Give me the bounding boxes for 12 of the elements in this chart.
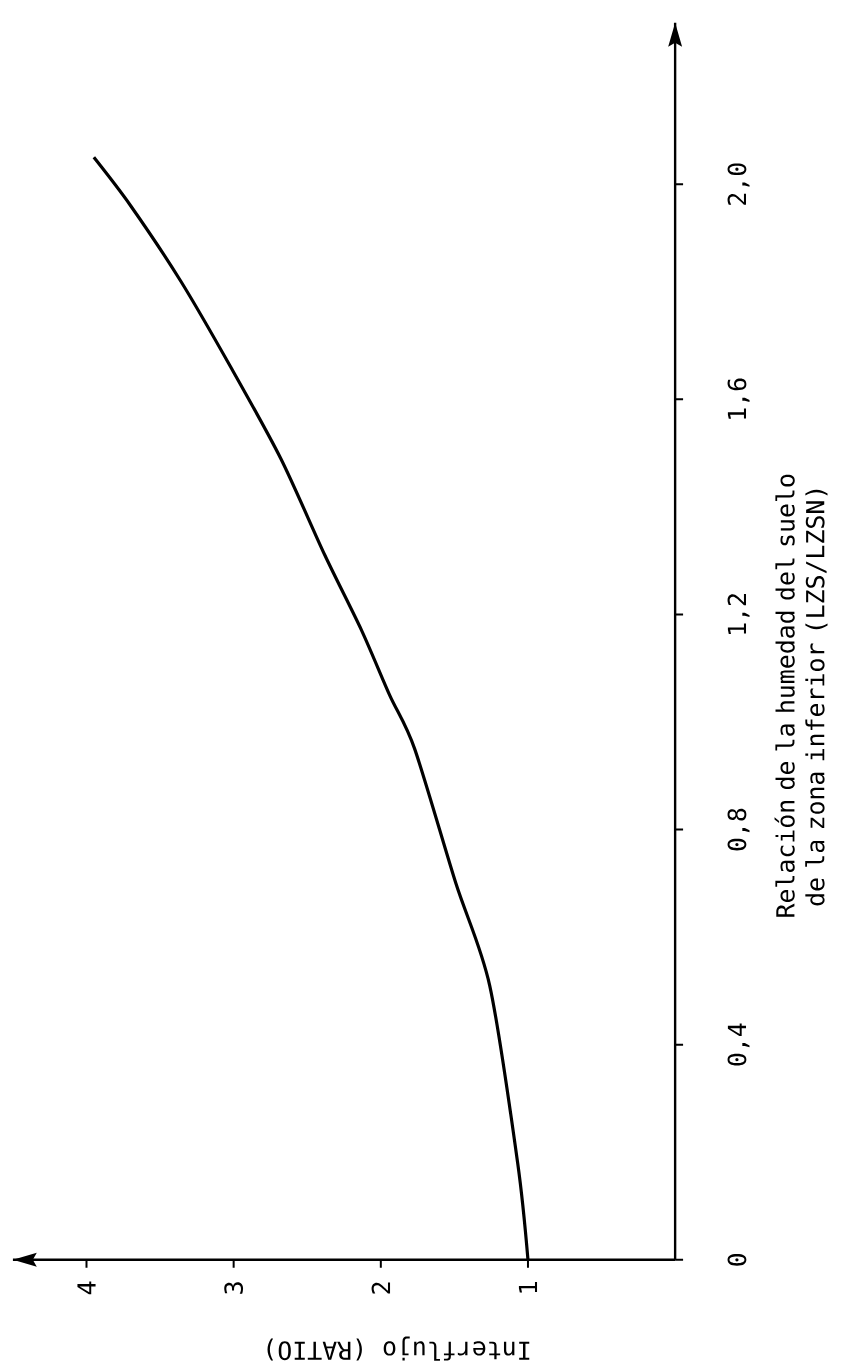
x-tick-label: 1 <box>518 1282 537 1293</box>
y-tick-label: 2,0 <box>727 163 750 205</box>
x-tick-label: 4 <box>77 1281 96 1295</box>
y-axis-title: Relación de la humedad del suelo de la zona inferior (LZS/LZSN) <box>774 474 828 917</box>
y-tick-label: 0,8 <box>727 808 750 851</box>
x-tick-label: 3 <box>224 1282 243 1294</box>
y-tick-label: 1,6 <box>727 378 750 419</box>
x-tick-label: 2 <box>371 1282 390 1294</box>
y-tick-label: 1,2 <box>727 594 750 634</box>
y-tick-label: 0 <box>727 1253 747 1266</box>
y-tick-label: 0,4 <box>727 1023 750 1066</box>
x-axis-title: Interflujo (RATIO) <box>267 1336 530 1361</box>
